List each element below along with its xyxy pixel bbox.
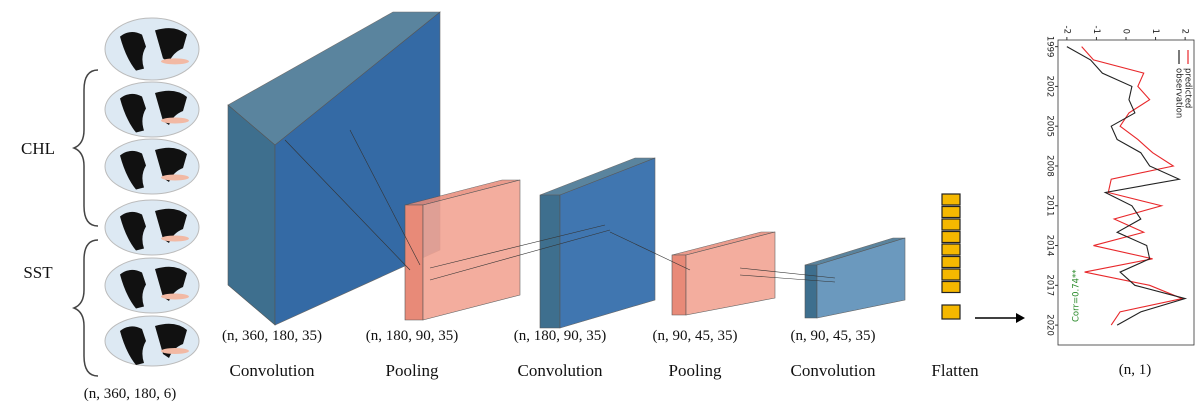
- output-shape: (n, 1): [1119, 362, 1152, 378]
- tick-label: 1: [1150, 29, 1160, 34]
- layer-name: Convolution: [229, 361, 315, 380]
- anomaly: [161, 235, 189, 242]
- arrow-head: [1016, 313, 1025, 323]
- land: [120, 323, 187, 365]
- connector: [429, 229, 611, 281]
- map: [104, 315, 200, 367]
- land: [120, 28, 187, 71]
- tick-label: 2: [1180, 29, 1190, 34]
- flatten-unit: [941, 230, 961, 244]
- flatten-unit: [941, 304, 961, 320]
- map: [104, 138, 200, 195]
- layer-shape: (n, 180, 90, 35): [366, 328, 459, 344]
- flatten-unit: [941, 218, 961, 231]
- anomaly: [161, 174, 189, 181]
- legend-label: observation: [1174, 68, 1184, 118]
- annotation: Corr=0.74**: [1072, 269, 1082, 322]
- brace: [71, 239, 99, 377]
- tick-label: 2005: [1045, 115, 1055, 137]
- tick-label: 2017: [1045, 275, 1055, 297]
- anomaly: [161, 348, 189, 354]
- map: [104, 257, 200, 314]
- layer-name: Convolution: [517, 361, 603, 380]
- connector: [429, 224, 606, 269]
- tick-label: 2011: [1045, 195, 1055, 217]
- group-label: SST: [23, 263, 53, 282]
- layer-shape: (n, 90, 45, 35): [791, 328, 876, 344]
- legend-label: predicted: [1183, 68, 1193, 108]
- block-side: [671, 254, 687, 316]
- block-side: [539, 194, 561, 329]
- tick-label: 2014: [1045, 235, 1055, 257]
- layer-shape: (n, 180, 90, 35): [514, 328, 607, 344]
- map: [104, 17, 200, 81]
- brace: [71, 69, 99, 227]
- map: [104, 199, 200, 256]
- block-face: [559, 157, 656, 329]
- tick-label: 2020: [1045, 314, 1055, 336]
- block-face: [685, 231, 776, 316]
- anomaly: [161, 117, 189, 124]
- tick-label: -2: [1061, 26, 1071, 34]
- tick-label: 1999: [1045, 36, 1055, 58]
- layer-name: Convolution: [790, 361, 876, 380]
- series-line: [1081, 46, 1185, 326]
- flatten-unit: [941, 243, 961, 256]
- layer-name: Pooling: [669, 361, 722, 380]
- tick-label: 0: [1121, 29, 1131, 34]
- connector: [349, 129, 421, 266]
- flatten-unit: [941, 280, 961, 294]
- tick-label: 2002: [1045, 76, 1055, 98]
- anomaly: [161, 293, 189, 300]
- tick-label: 2008: [1045, 155, 1055, 177]
- layer-shape: (n, 360, 180, 35): [222, 328, 322, 344]
- block-side: [404, 204, 424, 321]
- anomaly: [161, 58, 189, 65]
- connector: [284, 139, 411, 271]
- input-shape: (n, 360, 180, 6): [84, 386, 177, 402]
- series-line: [1066, 46, 1188, 326]
- connector: [739, 274, 836, 283]
- block-side: [804, 264, 818, 319]
- connector: [739, 267, 836, 279]
- connector: [609, 231, 691, 271]
- layer-shape: (n, 90, 45, 35): [653, 328, 738, 344]
- block-face: [422, 179, 521, 321]
- flatten-unit: [941, 268, 961, 281]
- flatten-unit: [941, 255, 961, 269]
- block-face: [816, 237, 906, 319]
- layer-name: Pooling: [386, 361, 439, 380]
- flatten-unit: [941, 193, 961, 206]
- map: [104, 81, 200, 138]
- layer-name: Flatten: [931, 361, 979, 380]
- group-label: CHL: [21, 139, 55, 158]
- flatten-unit: [941, 205, 961, 219]
- tick-label: -1: [1091, 26, 1101, 34]
